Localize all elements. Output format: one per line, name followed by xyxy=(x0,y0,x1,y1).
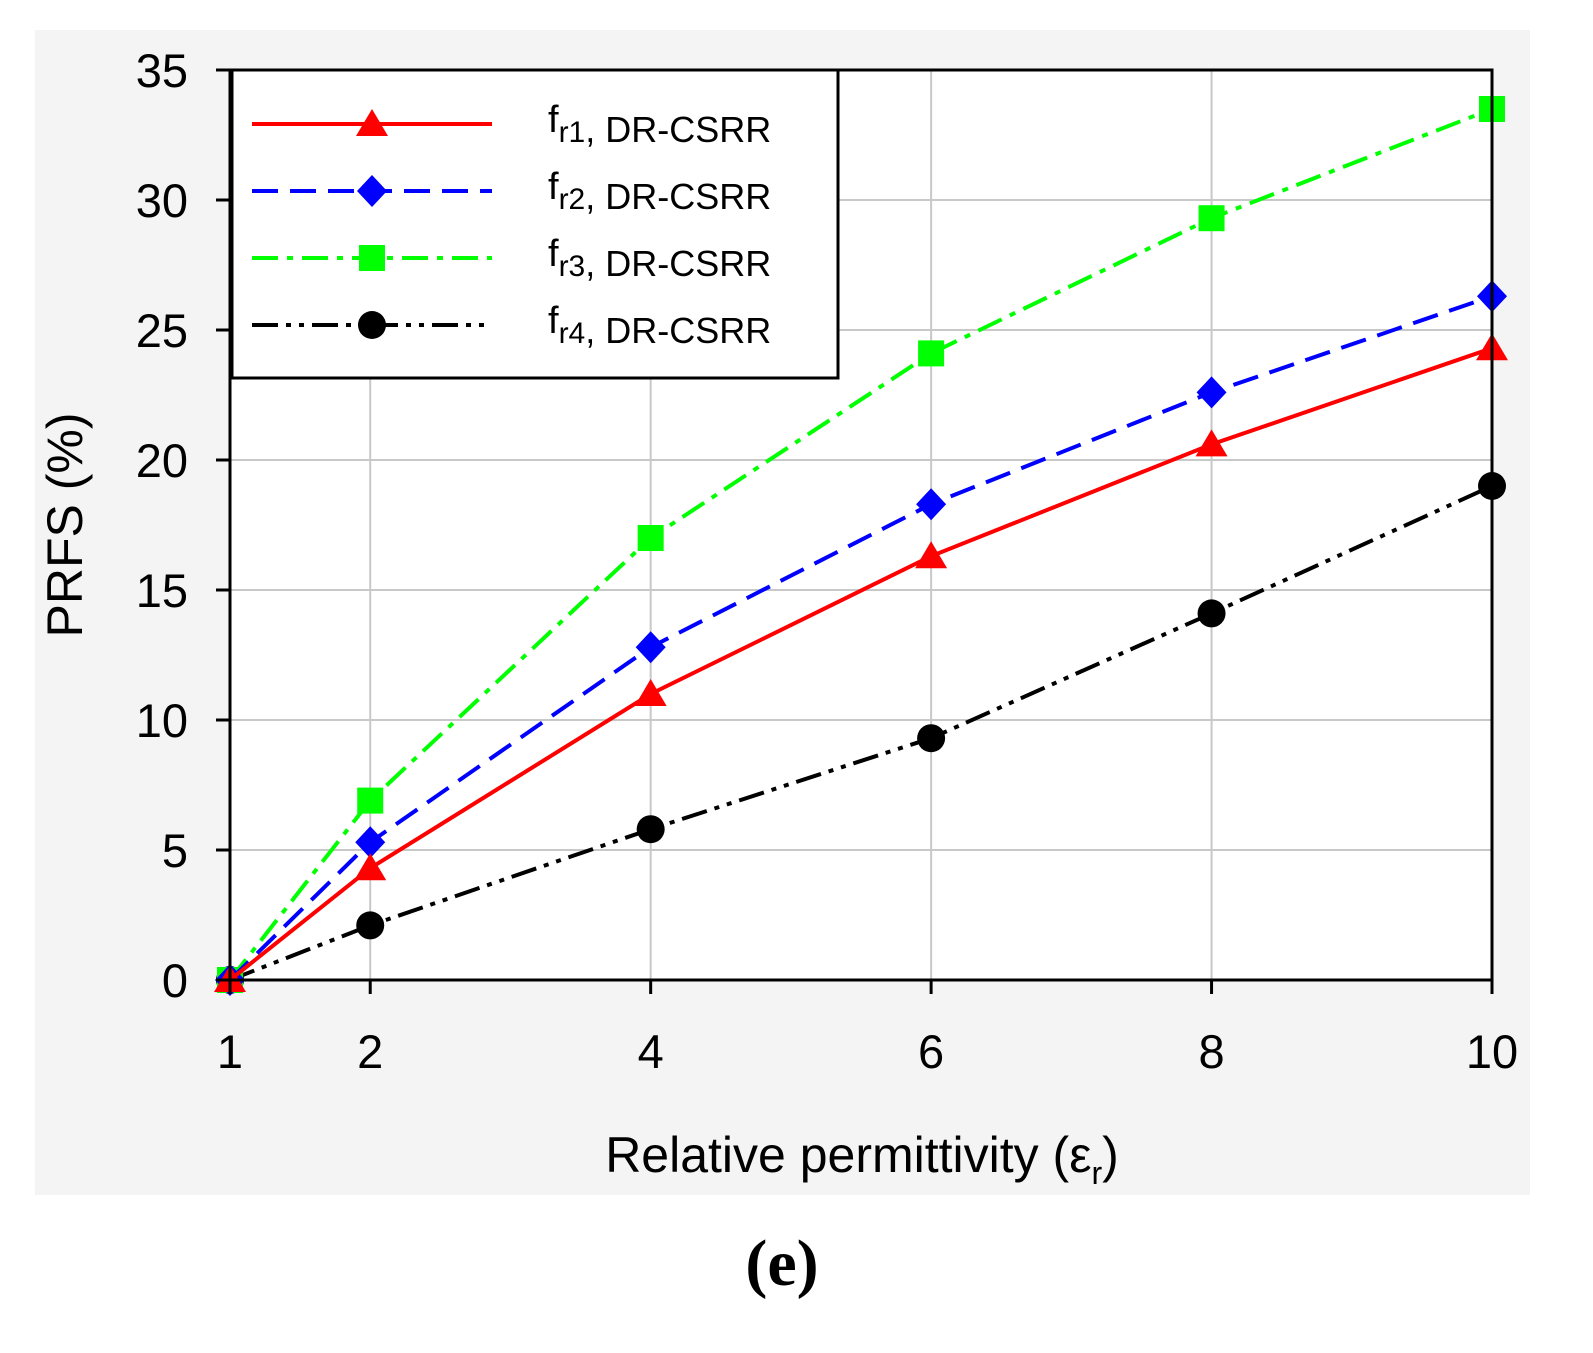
x-tick-label: 8 xyxy=(1198,1025,1224,1078)
x-axis-title-end: ) xyxy=(1102,1127,1119,1183)
y-tick-label: 5 xyxy=(162,824,188,877)
y-tick-label: 15 xyxy=(136,564,188,617)
legend-label-main: f xyxy=(548,166,559,208)
legend-label-rest: , DR-CSRR xyxy=(585,176,771,217)
legend-label-r4: fr4, DR-CSRR xyxy=(548,300,771,351)
plot-frame xyxy=(228,68,1494,982)
data-point-r4 xyxy=(917,724,946,753)
legend-marker-r4 xyxy=(358,311,386,339)
legend-marker-r3 xyxy=(359,245,385,271)
data-point-r3 xyxy=(637,525,664,551)
data-point-r3 xyxy=(918,340,945,367)
legend-label-rest: , DR-CSRR xyxy=(585,109,771,150)
panel-label: (e) xyxy=(745,1227,818,1300)
x-axis-title: Relative permittivity (εr) xyxy=(605,1127,1119,1191)
legend-label-r2: fr2, DR-CSRR xyxy=(548,166,771,217)
series-group xyxy=(214,96,1508,996)
data-point-r1 xyxy=(634,679,667,706)
x-axis-title-main: Relative permittivity (ε xyxy=(605,1127,1091,1183)
legend-label-r3: fr3, DR-CSRR xyxy=(548,233,771,284)
x-tick-label: 10 xyxy=(1466,1025,1518,1078)
x-tick-label: 4 xyxy=(638,1025,664,1078)
legend-marker-r1 xyxy=(356,109,388,136)
data-point-r3 xyxy=(357,787,384,814)
y-axis-title: PRFS (%) xyxy=(37,413,93,638)
legend-label-main: f xyxy=(548,300,559,342)
legend-label-rest: , DR-CSRR xyxy=(585,243,771,284)
legend-label-sub: r3 xyxy=(559,250,586,283)
series-line-r1 xyxy=(228,346,1493,982)
data-point-r1 xyxy=(354,853,387,881)
legend-label-main: f xyxy=(548,233,559,275)
y-tick-label: 30 xyxy=(136,174,188,227)
y-tick-label: 10 xyxy=(136,694,188,747)
data-point-r2 xyxy=(1196,376,1227,409)
y-tick-label: 35 xyxy=(136,44,188,97)
series-line-r2 xyxy=(228,294,1493,982)
x-tick-label: 2 xyxy=(357,1025,383,1078)
y-tick-label: 0 xyxy=(162,954,188,1007)
x-tick-label: 1 xyxy=(217,1025,243,1078)
legend-label-sub: r1 xyxy=(559,116,586,149)
legend-label-rest: , DR-CSRR xyxy=(585,310,771,351)
y-tick-label: 25 xyxy=(136,304,188,357)
legend-label-main: f xyxy=(548,99,559,141)
data-point-r2 xyxy=(355,826,386,859)
axis-ticks: 0 5 10 15 20 25 30 35 1 2 4 6 8 10 xyxy=(136,44,1518,1078)
data-point-r2 xyxy=(916,488,947,521)
data-point-r4 xyxy=(636,815,665,844)
data-point-r4 xyxy=(1197,599,1226,628)
legend-label-r1: fr1, DR-CSRR xyxy=(548,99,771,150)
data-point-r2 xyxy=(635,631,666,664)
series-r1 xyxy=(214,333,1508,992)
legend-marker-r2 xyxy=(357,175,387,207)
series-line-r4 xyxy=(229,484,1493,982)
data-point-r1 xyxy=(1195,429,1228,457)
y-tick-label: 20 xyxy=(136,434,188,487)
data-point-r1 xyxy=(915,541,948,569)
legend-label-sub: r2 xyxy=(559,183,586,216)
data-point-r4 xyxy=(356,911,385,940)
data-point-r3 xyxy=(1198,205,1225,232)
legend-label-sub: r4 xyxy=(559,317,586,350)
series-line-r3 xyxy=(228,107,1493,982)
x-axis-title-sub: r xyxy=(1091,1155,1102,1191)
x-tick-label: 6 xyxy=(918,1025,944,1078)
